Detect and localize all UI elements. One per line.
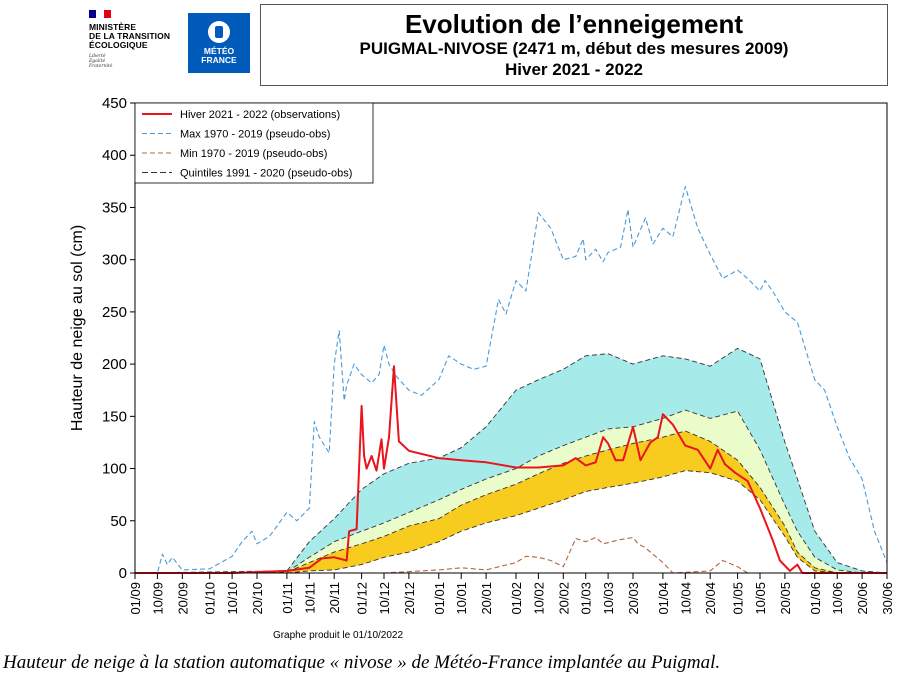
quintile-band-q2-q3: [135, 410, 887, 573]
x-tick-label: 01/11: [280, 582, 295, 614]
legend-item-observations-label: Hiver 2021 - 2022 (observations): [180, 109, 340, 121]
x-tick-label: 20/06: [855, 582, 870, 615]
x-tick-label: 01/02: [509, 582, 524, 615]
x-tick-label: 20/03: [626, 582, 641, 615]
y-tick-label: 250: [102, 304, 127, 321]
x-tick-label: 10/12: [377, 582, 392, 615]
french-flag-icon: [89, 10, 111, 18]
chart-legend: Hiver 2021 - 2022 (observations) Max 1970…: [134, 102, 374, 184]
x-tick-label: 20/11: [327, 582, 342, 614]
y-tick-label: 50: [110, 513, 127, 530]
chart-title: Evolution de l’enneigement: [404, 9, 744, 39]
series-observations-line: [135, 365, 887, 574]
x-tick-label: 20/02: [556, 582, 571, 615]
republic-motto: Liberté Égalité Fraternité: [89, 54, 113, 69]
figure-caption: Hauteur de neige à la station automatiqu…: [3, 652, 721, 673]
x-tick-label: 20/05: [778, 582, 793, 615]
plot-frame: [134, 102, 888, 574]
flag-band-blue: [89, 10, 97, 18]
x-tick-label: 20/01: [479, 582, 494, 615]
x-tick-label: 10/02: [531, 582, 546, 615]
y-tick-label: 150: [102, 408, 127, 425]
y-tick-label: 300: [102, 252, 127, 269]
series-min-line: [135, 536, 887, 574]
quintile-line-q3: [134, 409, 887, 574]
header-logos: MINISTÈRE DE LA TRANSITION ÉCOLOGIQUE Li…: [0, 0, 260, 90]
station-subtitle: PUIGMAL-NIVOSE (2471 m, début des mesure…: [359, 39, 789, 58]
legend-item-quintiles-label: Quintiles 1991 - 2020 (pseudo-obs): [180, 168, 352, 180]
legend-item-min-label: Min 1970 - 2019 (pseudo-obs): [180, 148, 327, 160]
flag-band-red: [103, 10, 111, 18]
legend-box: [134, 102, 374, 184]
x-tick-label: 10/01: [454, 582, 469, 615]
x-tick-label: 10/10: [225, 582, 240, 615]
x-tick-label: 20/10: [250, 582, 265, 615]
x-tick-label: 10/09: [150, 582, 165, 615]
ministry-logo: MINISTÈRE DE LA TRANSITION ÉCOLOGIQUE Li…: [89, 10, 199, 80]
quintile-band-q3-q4: [135, 348, 887, 573]
snow-depth-chart: 0 50 100 150 200 250 300 350 400 450 01/09 10/09 20/…: [69, 95, 895, 641]
x-tick-label: 01/10: [203, 582, 218, 615]
meteo-france-mark-icon: [208, 21, 230, 43]
meteo-france-logo: MÉTÉO FRANCE: [188, 13, 250, 73]
quintile-line-q4: [134, 347, 888, 574]
y-tick-label: 0: [119, 565, 127, 582]
x-tick-label: 20/04: [703, 582, 718, 615]
x-tick-label: 10/06: [830, 582, 845, 615]
x-tick-label: 01/05: [731, 582, 746, 615]
quintile-line-q2: [134, 430, 887, 574]
produced-date-label: Graphe produit le 01/10/2022: [273, 630, 404, 641]
x-tick-label: 01/06: [808, 582, 823, 615]
x-tick-label: 01/04: [656, 582, 671, 615]
y-tick-label: 200: [102, 356, 127, 373]
meteo-france-logo-text: MÉTÉO FRANCE: [201, 46, 237, 65]
y-tick-label: 100: [102, 461, 127, 478]
y-tick-label: 350: [102, 199, 127, 216]
quintile-band-q1-q2: [135, 431, 887, 573]
x-tick-label: 10/03: [601, 582, 616, 615]
x-tick-label: 20/09: [175, 582, 190, 615]
x-tick-label: 20/12: [402, 582, 417, 615]
x-tick-label: 10/04: [678, 582, 693, 615]
x-tick-label: 01/09: [128, 582, 143, 615]
y-axis-label: Hauteur de neige au sol (cm): [69, 225, 86, 431]
x-tick-label: 30/06: [880, 582, 895, 615]
title-box: Evolution de l’enneigement PUIGMAL-NIVOS…: [260, 4, 888, 86]
x-tick-label: 10/05: [753, 582, 768, 615]
series-max-line: [135, 186, 888, 574]
legend-item-max-label: Max 1970 - 2019 (pseudo-obs): [180, 129, 330, 141]
ministry-name: MINISTÈRE DE LA TRANSITION ÉCOLOGIQUE: [89, 22, 171, 50]
x-tick-label: 01/01: [432, 582, 447, 615]
y-tick-label: 400: [102, 147, 127, 164]
y-tick-label: 450: [102, 95, 127, 112]
x-tick-label: 10/11: [302, 582, 317, 614]
x-tick-label: 01/03: [579, 582, 594, 615]
quintile-line-q1: [135, 470, 887, 574]
season-subtitle: Hiver 2021 - 2022: [505, 60, 643, 79]
x-tick-label: 01/12: [355, 582, 370, 615]
flag-band-white: [96, 10, 104, 18]
